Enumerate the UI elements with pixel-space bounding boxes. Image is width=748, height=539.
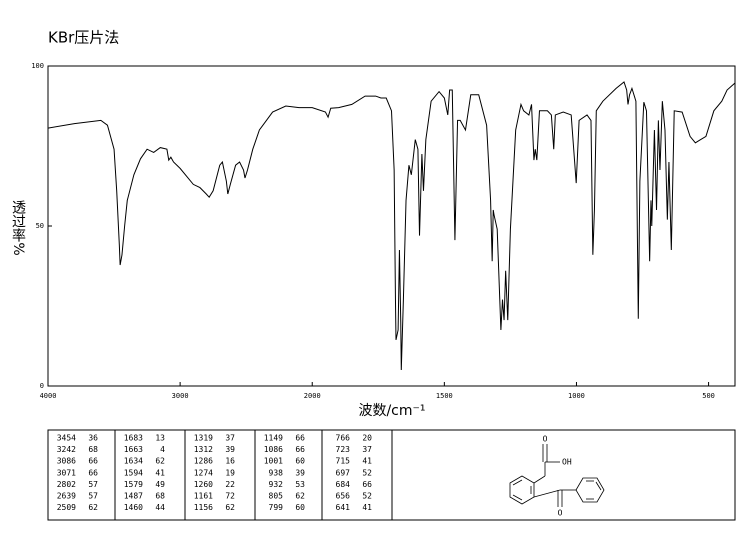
peak-transmittance: 41 xyxy=(362,503,372,512)
y-tick-label: 100 xyxy=(31,62,44,70)
peak-wavenumber: 1487 xyxy=(124,492,143,501)
peak-transmittance: 20 xyxy=(362,434,372,443)
chart-title: KBr压片法 xyxy=(48,29,119,47)
peak-wavenumber: 723 xyxy=(336,445,351,454)
peak-transmittance: 66 xyxy=(88,468,98,477)
peak-wavenumber: 1260 xyxy=(194,480,213,489)
peak-wavenumber: 766 xyxy=(336,434,351,443)
peak-transmittance: 41 xyxy=(362,457,372,466)
spectrum-line xyxy=(47,81,736,371)
peak-transmittance: 66 xyxy=(88,457,98,466)
bond xyxy=(512,479,523,486)
peak-wavenumber: 684 xyxy=(336,480,351,489)
peak-transmittance: 39 xyxy=(295,468,305,477)
bond xyxy=(595,481,602,491)
atom-label: O xyxy=(543,435,548,444)
x-tick-label: 4000 xyxy=(40,392,57,400)
peak-wavenumber: 1579 xyxy=(124,480,143,489)
peak-transmittance: 13 xyxy=(155,434,165,443)
peak-transmittance: 68 xyxy=(155,492,165,501)
peak-transmittance: 66 xyxy=(295,434,305,443)
peak-wavenumber: 1634 xyxy=(124,457,143,466)
peak-transmittance: 53 xyxy=(295,480,305,489)
peak-wavenumber: 2509 xyxy=(57,503,76,512)
atom-label: O xyxy=(558,509,563,518)
peak-transmittance: 22 xyxy=(225,480,235,489)
peak-wavenumber: 1460 xyxy=(124,503,143,512)
peak-wavenumber: 2802 xyxy=(57,480,76,489)
peak-transmittance: 49 xyxy=(155,480,165,489)
peak-wavenumber: 1312 xyxy=(194,445,213,454)
peak-wavenumber: 697 xyxy=(336,468,351,477)
bond xyxy=(512,494,523,501)
peak-transmittance: 52 xyxy=(362,492,372,501)
peak-transmittance: 62 xyxy=(155,457,165,466)
x-tick-label: 1000 xyxy=(568,392,585,400)
peak-transmittance: 57 xyxy=(88,492,98,501)
x-axis-label: 波数/cm⁻¹ xyxy=(358,403,425,419)
peak-wavenumber: 1286 xyxy=(194,457,213,466)
peak-wavenumber: 3071 xyxy=(57,468,76,477)
peak-wavenumber: 1149 xyxy=(264,434,283,443)
peak-transmittance: 37 xyxy=(362,445,372,454)
peak-wavenumber: 799 xyxy=(269,503,284,512)
peak-wavenumber: 1663 xyxy=(124,445,143,454)
x-tick-label: 2000 xyxy=(304,392,321,400)
peak-transmittance: 19 xyxy=(225,468,235,477)
peak-transmittance: 41 xyxy=(155,468,165,477)
peak-wavenumber: 1319 xyxy=(194,434,213,443)
benzene-ring xyxy=(575,477,605,503)
y-tick-label: 0 xyxy=(40,382,44,390)
peak-transmittance: 44 xyxy=(155,503,165,512)
x-tick-label: 500 xyxy=(702,392,715,400)
peak-transmittance: 52 xyxy=(362,468,372,477)
peak-wavenumber: 1274 xyxy=(194,468,213,477)
peak-transmittance: 68 xyxy=(88,445,98,454)
peak-transmittance: 66 xyxy=(295,445,305,454)
peak-transmittance: 62 xyxy=(88,503,98,512)
bond xyxy=(533,475,546,484)
peak-transmittance: 39 xyxy=(225,445,235,454)
peak-wavenumber: 1594 xyxy=(124,468,143,477)
peak-transmittance: 72 xyxy=(225,492,235,501)
peak-wavenumber: 3086 xyxy=(57,457,76,466)
peak-transmittance: 4 xyxy=(160,445,165,454)
peak-transmittance: 60 xyxy=(295,503,305,512)
x-tick-label: 1500 xyxy=(436,392,453,400)
peak-transmittance: 37 xyxy=(225,434,235,443)
peak-transmittance: 66 xyxy=(362,480,372,489)
peak-wavenumber: 1086 xyxy=(264,445,283,454)
peak-transmittance: 36 xyxy=(88,434,98,443)
peak-wavenumber: 1683 xyxy=(124,434,143,443)
peak-wavenumber: 641 xyxy=(336,503,351,512)
peak-transmittance: 57 xyxy=(88,480,98,489)
peak-wavenumber: 805 xyxy=(269,492,284,501)
peak-transmittance: 60 xyxy=(295,457,305,466)
peak-transmittance: 16 xyxy=(225,457,235,466)
peak-wavenumber: 3454 xyxy=(57,434,76,443)
atom-label: OH xyxy=(562,458,572,467)
peak-wavenumber: 938 xyxy=(269,468,284,477)
peak-transmittance: 62 xyxy=(225,503,235,512)
peak-wavenumber: 1156 xyxy=(194,503,213,512)
y-axis-label: 透过率% xyxy=(10,200,26,255)
peak-wavenumber: 1001 xyxy=(264,457,283,466)
bond xyxy=(533,489,561,498)
peak-wavenumber: 1161 xyxy=(194,492,213,501)
x-tick-label: 3000 xyxy=(172,392,189,400)
peak-wavenumber: 3242 xyxy=(57,445,76,454)
peak-wavenumber: 715 xyxy=(336,457,351,466)
structure-diagram xyxy=(509,444,605,507)
peak-transmittance: 62 xyxy=(295,492,305,501)
peak-wavenumber: 2639 xyxy=(57,492,76,501)
peak-wavenumber: 932 xyxy=(269,480,284,489)
peak-wavenumber: 656 xyxy=(336,492,351,501)
y-tick-label: 50 xyxy=(36,222,44,230)
